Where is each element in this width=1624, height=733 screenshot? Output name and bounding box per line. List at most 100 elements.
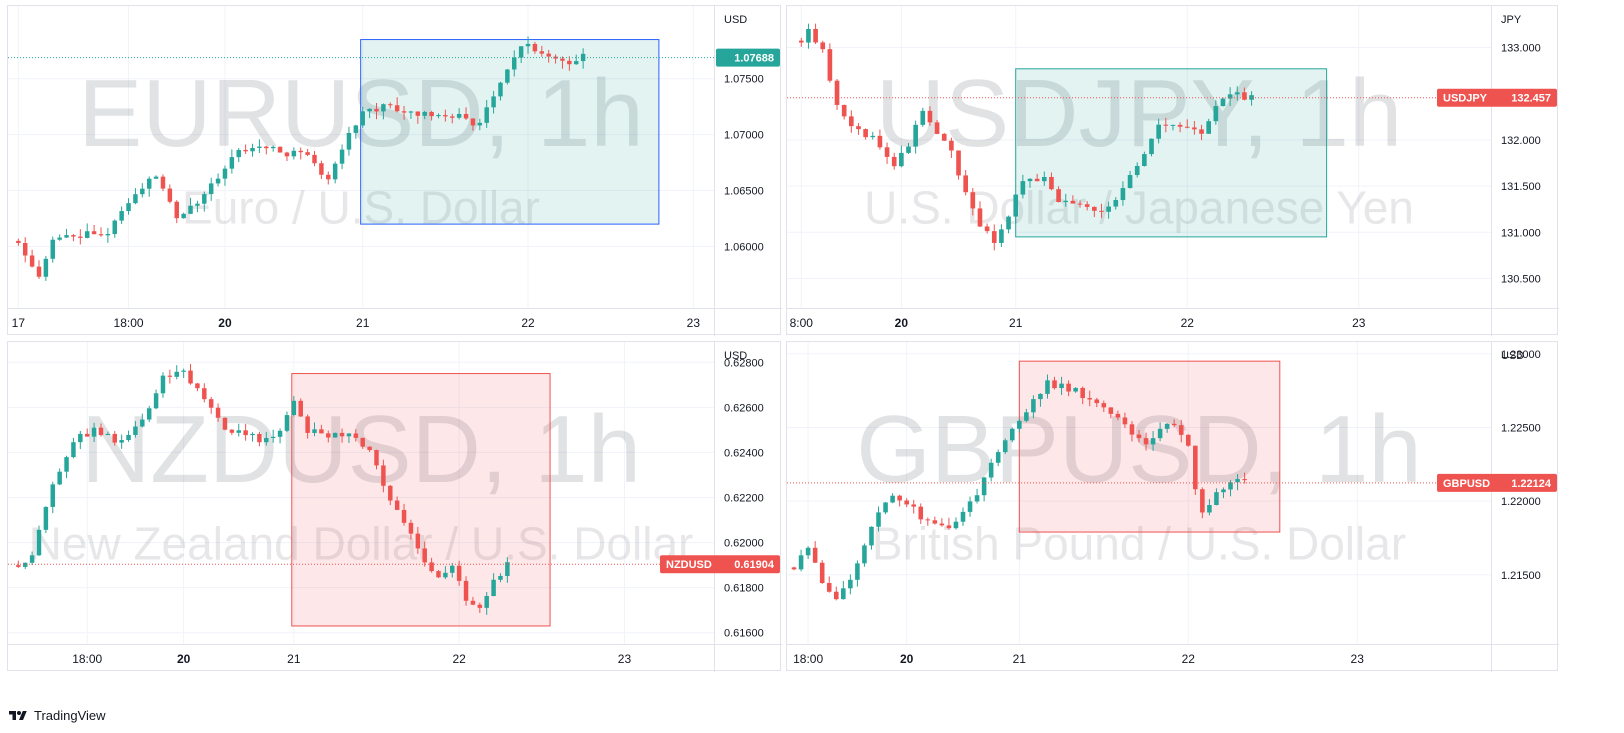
- tradingview-footer[interactable]: TradingView: [8, 708, 106, 723]
- candle-body: [539, 51, 545, 54]
- candle-body: [981, 477, 987, 496]
- candle-body: [291, 150, 297, 157]
- candle-body: [984, 226, 990, 232]
- candle-body: [849, 116, 854, 127]
- price-tick-label: 1.07000: [724, 130, 764, 142]
- chart-panel-nzdusd[interactable]: NZDUSD, 1h New Zealand Dollar / U.S. Doll…: [7, 341, 782, 672]
- candle-body: [312, 429, 317, 433]
- candle-body: [963, 175, 969, 193]
- candle-body: [236, 430, 241, 433]
- candle-body: [222, 417, 228, 430]
- highlight-rectangle[interactable]: [1018, 360, 1281, 533]
- candle-body: [820, 42, 826, 50]
- candle-body: [877, 135, 883, 148]
- candle-body: [999, 229, 1004, 243]
- price-tick-label: 1.22500: [1501, 422, 1541, 434]
- candle-body: [78, 433, 83, 443]
- tradingview-logo-icon: [9, 710, 27, 720]
- candle-body: [477, 122, 483, 126]
- chart-panel-gbpusd[interactable]: GBPUSD, 1h British Pound / U.S. Dollar USD…: [786, 341, 1559, 672]
- candle-body: [339, 149, 345, 164]
- candle-body: [1220, 98, 1226, 107]
- candle-body: [1017, 420, 1022, 429]
- candle-body: [970, 192, 976, 209]
- candle-body: [422, 111, 427, 116]
- candle-body: [826, 583, 832, 592]
- candle-body: [167, 375, 173, 377]
- candle-body: [1006, 216, 1011, 230]
- candle-body: [450, 116, 455, 118]
- candle-body: [560, 58, 565, 61]
- candle-body: [408, 522, 414, 534]
- current-price-badge[interactable]: [1437, 473, 1557, 492]
- candle-body: [580, 53, 586, 62]
- candle-body: [1120, 188, 1126, 201]
- chart-panel-usdjpy[interactable]: USDJPY, 1h U.S. Dollar / Japanese Yen JPY 1…: [786, 5, 1559, 336]
- candle-body: [870, 135, 876, 138]
- current-price-badge[interactable]: [716, 48, 780, 67]
- eurusd-chart-svg[interactable]: EURUSD, 1hEuro / U.S. DollarUSD1.060001.…: [8, 6, 782, 336]
- candle-body: [188, 370, 193, 384]
- time-tick-label: 22: [452, 652, 466, 666]
- candle-body: [805, 547, 811, 556]
- nzdusd-chart-svg[interactable]: NZDUSD, 1h New Zealand Dollar / U.S. Doll…: [8, 342, 782, 672]
- candle-body: [1185, 434, 1191, 446]
- candle-body: [160, 176, 166, 189]
- candle-body: [140, 188, 145, 195]
- candle-body: [202, 388, 207, 400]
- candle-body: [1156, 124, 1161, 139]
- candle-body: [119, 211, 124, 221]
- candle-body: [911, 504, 917, 507]
- candle-body: [1242, 92, 1247, 100]
- candle-body: [862, 545, 867, 564]
- gbpusd-chart-svg[interactable]: GBPUSD, 1h British Pound / U.S. Dollar USD…: [787, 342, 1559, 672]
- candle-body: [332, 163, 338, 180]
- candle-body: [257, 146, 262, 148]
- candle-body: [443, 115, 448, 117]
- time-tick-label: 8:00: [790, 316, 814, 330]
- candle-body: [105, 433, 111, 436]
- candle-body: [956, 150, 961, 176]
- candle-body: [305, 416, 310, 433]
- candle-body: [484, 107, 489, 123]
- candle-body: [1113, 200, 1119, 207]
- candle-body: [884, 147, 890, 157]
- candle-body: [897, 495, 902, 501]
- candle-body: [484, 596, 489, 608]
- candle-body: [1134, 165, 1140, 176]
- price-tick-label: 0.62600: [724, 402, 764, 414]
- usdjpy-chart-svg[interactable]: USDJPY, 1h U.S. Dollar / Japanese Yen JPY 1…: [787, 6, 1559, 336]
- candle-body: [43, 258, 49, 277]
- candle-body: [1129, 424, 1135, 435]
- candle-body: [291, 400, 297, 416]
- highlight-rectangle[interactable]: [360, 39, 660, 225]
- candle-body: [1084, 204, 1090, 207]
- candle-body: [229, 157, 235, 169]
- candle-body: [1002, 440, 1008, 453]
- candle-body: [326, 174, 331, 180]
- candle-body: [525, 43, 531, 47]
- candle-body: [1170, 124, 1176, 126]
- highlight-rectangle[interactable]: [291, 373, 551, 627]
- tradingview-brand-label: TradingView: [34, 708, 106, 723]
- candle-body: [319, 163, 324, 175]
- candle-body: [934, 122, 940, 134]
- current-price-badge[interactable]: [1437, 88, 1557, 107]
- candle-body: [222, 168, 228, 179]
- current-price-value: 1.07688: [734, 53, 774, 65]
- candle-body: [16, 565, 21, 567]
- candle-body: [456, 565, 462, 581]
- price-tick-label: 133.000: [1501, 43, 1541, 55]
- candle-body: [429, 562, 434, 572]
- candle-body: [394, 105, 400, 112]
- candle-body: [84, 433, 90, 437]
- candle-body: [925, 519, 931, 521]
- candle-body: [98, 234, 104, 236]
- candle-body: [215, 178, 221, 184]
- highlight-rectangle[interactable]: [1015, 68, 1328, 238]
- candle-body: [1171, 423, 1177, 426]
- candle-body: [1199, 129, 1204, 134]
- chart-panel-eurusd[interactable]: EURUSD, 1hEuro / U.S. DollarUSD1.060001.…: [7, 5, 782, 336]
- candle-body: [43, 506, 49, 530]
- current-price-badge[interactable]: [660, 555, 780, 574]
